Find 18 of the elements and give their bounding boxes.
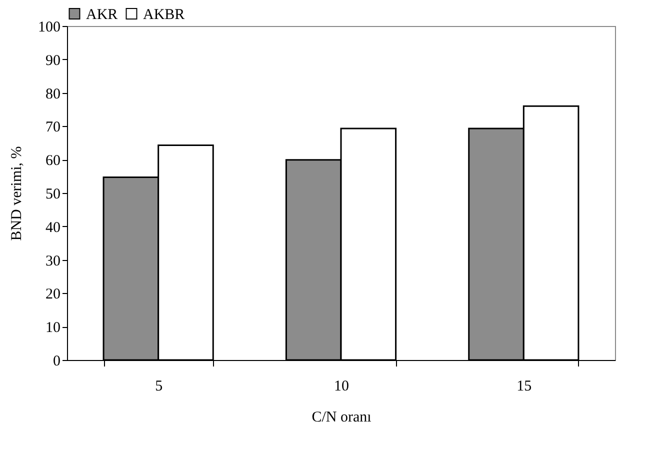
y-tick-label: 0 — [53, 354, 60, 370]
legend-label: AKR — [86, 6, 118, 23]
y-tick-label: 100 — [38, 20, 60, 36]
x-tick-label: 15 — [516, 378, 532, 394]
legend-label: AKBR — [143, 6, 185, 23]
x-tick-label: 5 — [155, 378, 163, 394]
x-axis-title: C/N oranı — [312, 410, 372, 426]
y-tick-label: 50 — [46, 186, 60, 202]
y-tick-label: 70 — [46, 120, 60, 136]
y-tick-label: 30 — [46, 253, 60, 270]
x-tick-label: 10 — [334, 378, 349, 394]
y-tick-label: 90 — [46, 52, 60, 69]
y-tick-label: 60 — [46, 153, 60, 170]
y-tick-label: 10 — [46, 320, 60, 336]
y-tick-label: 40 — [46, 220, 60, 236]
y-axis-title: BND verimi, % — [9, 146, 25, 241]
y-tick-label: 20 — [46, 286, 60, 303]
y-tick-label: 80 — [46, 86, 60, 102]
